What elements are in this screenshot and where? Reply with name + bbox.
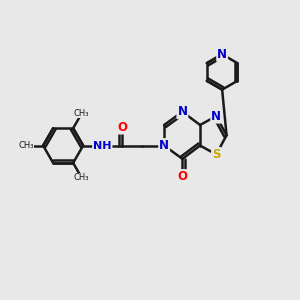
Text: CH₃: CH₃: [74, 173, 89, 182]
Text: N: N: [159, 139, 169, 152]
Text: N: N: [217, 48, 227, 61]
Text: N: N: [211, 110, 221, 123]
Text: CH₃: CH₃: [74, 109, 89, 118]
Text: S: S: [212, 148, 220, 161]
Text: CH₃: CH₃: [19, 141, 34, 150]
Text: NH: NH: [93, 141, 112, 151]
Text: N: N: [177, 105, 188, 118]
Text: O: O: [117, 121, 127, 134]
Text: O: O: [177, 170, 188, 183]
